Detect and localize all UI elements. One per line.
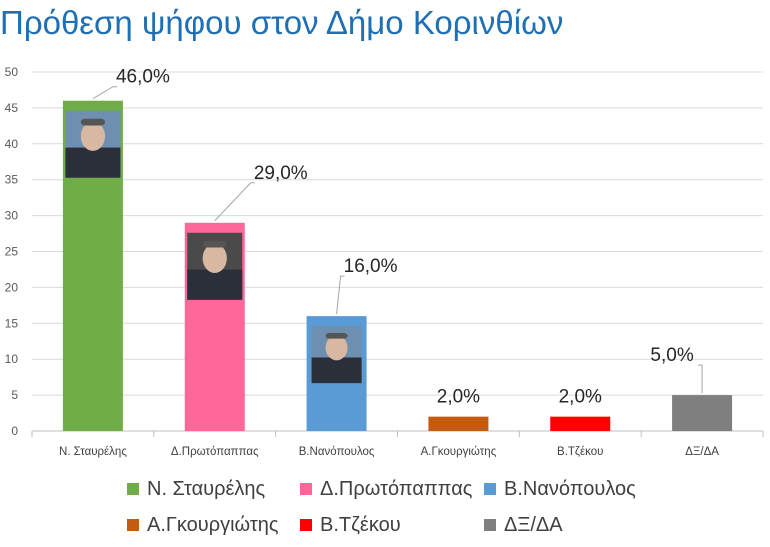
legend-item: Β.Νανόπουλος — [484, 476, 636, 502]
bar-chart: 0 5 10 15 20 25 30 35 40 45 50 46,0% Ν. Σταυρέλης 29,… — [5, 65, 764, 458]
photo-face — [80, 121, 106, 151]
photo-hair — [80, 118, 106, 126]
chart-title: Πρόθεση ψήφου στον Δήμο Κορινθίων — [0, 4, 564, 41]
x-tick-label: Δ.Πρωτόπαππας — [171, 446, 259, 458]
y-tick-label: 35 — [5, 173, 19, 187]
x-tick-label: ΔΞ/ΔΑ — [685, 446, 719, 458]
data-label-leader — [698, 364, 703, 394]
legend-item: Δ.Πρωτόπαππας — [300, 476, 472, 502]
photo-face — [202, 243, 227, 273]
candidate-photo — [65, 110, 121, 178]
y-tick-label: 15 — [5, 316, 19, 330]
data-label: 2,0% — [559, 387, 602, 408]
legend-label: Β.Τζέκου — [320, 513, 401, 536]
data-label: 16,0% — [344, 256, 398, 277]
y-tick-label: 0 — [11, 424, 18, 438]
photo-face — [325, 335, 348, 361]
x-tick-label: Ν. Σταυρέλης — [59, 446, 127, 458]
data-label-leader — [214, 182, 255, 222]
legend-item: Ν. Σταυρέλης — [127, 476, 265, 502]
legend-label: Δ.Πρωτόπαππας — [320, 477, 473, 500]
y-tick-label: 20 — [5, 280, 19, 294]
legend-label: ΔΞ/ΔΑ — [504, 513, 563, 536]
legend-label: Ν. Σταυρέλης — [147, 477, 266, 500]
x-tick-label: Β.Τζέκου — [557, 446, 603, 458]
data-label-leader — [92, 86, 117, 100]
data-label: 2,0% — [437, 387, 480, 408]
legend-label: Α.Γκουργιώτης — [147, 513, 279, 536]
legend-swatch — [484, 483, 496, 495]
legend-item: Α.Γκουργιώτης — [127, 512, 279, 538]
y-tick-label: 10 — [5, 352, 19, 366]
photo-hair — [325, 332, 348, 339]
legend-item: ΔΞ/ΔΑ — [484, 512, 563, 538]
photo-suit — [311, 357, 362, 384]
candidate-photo — [187, 232, 243, 300]
x-tick-label: Β.Νανόπουλος — [299, 446, 375, 458]
data-label-leader — [336, 275, 345, 315]
legend-swatch — [127, 519, 139, 531]
chart-legend: Ν. Σταυρέλης Δ.Πρωτόπαππας Β.Νανόπουλος Α.Γ… — [0, 470, 770, 545]
bar-4 — [428, 416, 489, 431]
legend-swatch — [484, 519, 496, 531]
x-tick-label: Α.Γκουργιώτης — [421, 446, 497, 458]
y-tick-label: 5 — [11, 388, 18, 402]
legend-item: Β.Τζέκου — [300, 512, 401, 538]
y-tick-label: 45 — [5, 101, 19, 115]
legend-swatch — [300, 483, 312, 495]
legend-swatch — [127, 483, 139, 495]
candidate-photo — [311, 326, 362, 384]
y-tick-label: 40 — [5, 137, 19, 151]
bar-5 — [550, 416, 611, 431]
data-label: 46,0% — [116, 67, 170, 88]
legend-swatch — [300, 519, 312, 531]
bar-6 — [672, 395, 733, 431]
y-tick-label: 25 — [5, 245, 19, 259]
photo-hair — [202, 240, 227, 248]
data-label: 29,0% — [254, 163, 308, 184]
photo-suit — [187, 269, 243, 300]
y-tick-label: 50 — [5, 65, 19, 79]
y-tick-label: 30 — [5, 209, 19, 223]
data-label: 5,0% — [650, 345, 693, 366]
photo-suit — [65, 147, 121, 178]
legend-label: Β.Νανόπουλος — [504, 477, 636, 500]
